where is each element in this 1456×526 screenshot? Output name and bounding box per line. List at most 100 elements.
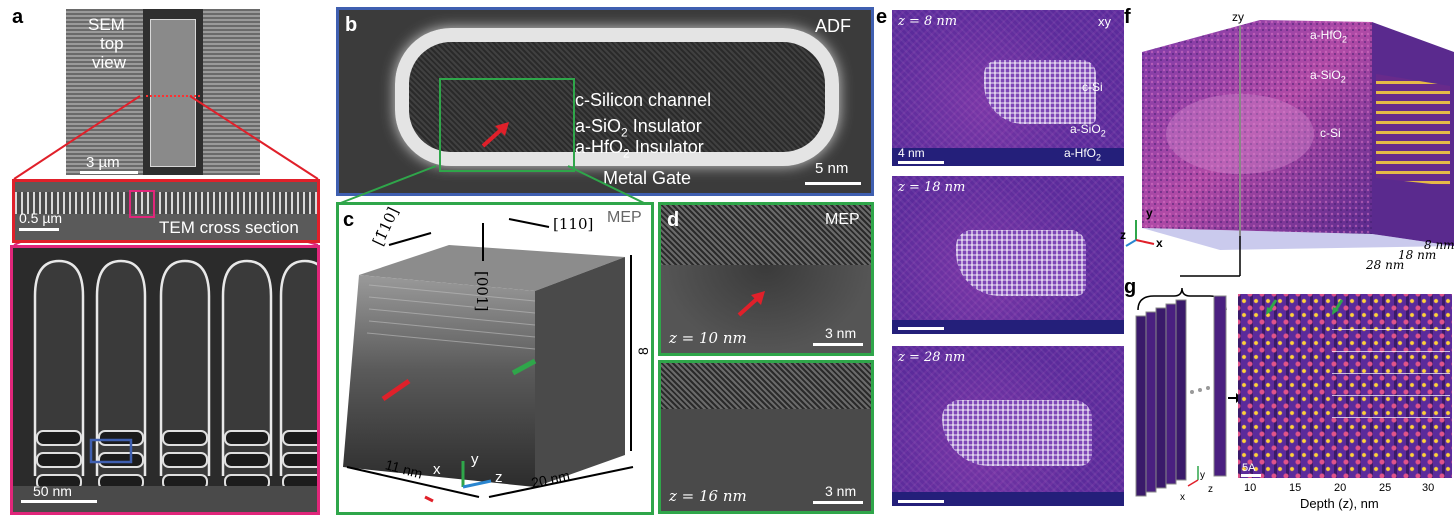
green-arrow-icon [1332,299,1344,315]
d-bottom-scale-label: 3 nm [825,483,857,499]
z16-label: z = 16 nm [669,487,747,505]
tem-scale-bar [19,228,59,231]
adf-scale-bar [805,182,861,185]
sem-scale-label: 3 µm [86,154,120,171]
g-scale-bar [1241,474,1261,477]
sio2-label-e-text: a-SiO [1070,122,1101,136]
g-tick-10: 10 [1244,482,1257,494]
g-tick-25: 25 [1379,482,1392,494]
tem-zoom-image: 50 nm [10,245,320,515]
dim-y-label: 8 nm [635,335,654,355]
sem-title-line1: SEM [88,15,125,34]
hfo2-label-sub: 2 [623,146,630,161]
g-tick-30: 30 [1422,482,1435,494]
g-scale-label: 5A [1242,462,1256,474]
sio2-label-text: a-SiO [575,116,622,136]
axis-x-label-c: x [433,461,441,478]
d-top-scale-label: 3 nm [825,325,857,341]
hfo2-label-f-text: a-HfO [1310,28,1343,42]
panel-label-g: g [1124,276,1137,298]
sio2-label-f-text: a-SiO [1310,68,1341,82]
mep-slice-z10: d MEP z = 10 nm 3 nm [658,202,874,356]
amorphous-region [661,265,871,353]
z8-label: z = 8 nm [898,14,958,29]
hfo2-label-e-text: a-HfO [1064,146,1097,160]
sio2-label-f: a-SiO2 [1310,68,1346,84]
volume-render [1125,20,1454,277]
hfo2-label-suffix: Insulator [629,137,704,157]
mep-3d-image: c MEP [1̄10] [110] [001] 8 nm 11 nm 20 n… [336,202,654,515]
axis-z-label-g: z [1208,484,1213,495]
e-scale-label: 4 nm [898,146,925,160]
tem-scale-label: 0.5 µm [19,210,63,226]
e-scale-bar [898,161,944,164]
axis-z-label-c: z [495,469,503,486]
c-si-lattice [956,230,1086,296]
panel-label-c: c [343,209,355,231]
mep-slice-z16: z = 16 nm 3 nm [658,360,874,514]
e-scale-bar [898,500,944,503]
axis-y-label-f: y [1146,206,1153,220]
hfo2-band [892,320,1124,334]
hfo2-label-text: a-HfO [575,137,624,157]
amorphous-region [661,409,871,511]
tem-cross-section-image: 0.5 µm TEM cross section [12,179,320,243]
g-tick-20: 20 [1334,482,1347,494]
z28-label: z = 28 nm [898,350,966,365]
green-arrow-icon [1266,299,1278,315]
sem-scale-bar [80,171,138,174]
adf-image: b ADF c-Silicon channel a-SiO2 Insulator… [336,7,874,196]
panel-label-f: f [1124,6,1131,28]
slice-z28: z = 28 nm [892,346,1124,506]
hfo2-label-e: a-HfO2 [1064,146,1101,162]
panel-label-e: e [876,6,888,28]
slice-z8: z = 8 nm xy c-Si a-SiO2 a-HfO2 4 nm [892,10,1124,166]
hfo2-band [892,492,1124,506]
depth-18nm-label: 18 nm [1398,248,1437,262]
axis-y-label-g: y [1200,470,1205,481]
hfo2-label-f-sub: 2 [1342,34,1348,45]
tem-fin-stacks [13,259,317,512]
axis-x-label-f: x [1156,236,1163,250]
e-scale-bar [898,327,944,330]
hfo2-label-e-sub: 2 [1096,152,1102,163]
axis-y-label-c: y [471,451,479,468]
red-arrow-icon [737,291,765,317]
zoom-scale-bar [21,500,97,503]
sem-title-line3: view [92,53,127,72]
zy-plane-label: zy [1232,10,1244,24]
depth-slices-image: 5A [1238,294,1452,478]
direction-110-label: [110] [553,215,594,233]
sio2-label-e-sub: 2 [1100,128,1106,139]
tem-zoom-box [129,190,155,218]
sem-selection-marker [146,95,200,97]
mep-mode-label-c: MEP [607,209,642,226]
depth-8nm-label: 8 nm [1424,238,1455,252]
panel-label-d: d [667,209,680,231]
crop-to-c-connector [337,165,647,205]
d-top-scale-bar [813,343,863,346]
z18-label: z = 18 nm [898,180,966,195]
c-si-lattice [942,400,1092,466]
red-arrow-icon [481,122,509,148]
hfo2-label-f: a-HfO2 [1310,28,1347,44]
sio2-label-e: a-SiO2 [1070,122,1106,138]
panel-label-b: b [345,14,358,36]
g-xlabel: Depth (z), nm [1300,496,1379,511]
direction-001-label: [001] [473,271,491,312]
zoom-scale-label: 50 nm [33,483,72,499]
slice-stack [1135,287,1227,497]
slice-z18: z = 18 nm [892,176,1124,334]
c-si-label-f: c-Si [1320,126,1341,140]
crop-box-c [439,78,575,172]
sem-title-line2: top [100,34,124,53]
axis-x-label-g: x [1180,492,1185,503]
sio2-label-suffix: Insulator [627,116,702,136]
sio2-label-sub: 2 [621,125,628,140]
gate-label: Metal Gate [603,168,692,188]
g-tick-15: 15 [1289,482,1302,494]
depth-28nm-label: 28 nm [1366,258,1405,272]
z10-label: z = 10 nm [669,329,747,347]
axis-z-label-f: z [1120,228,1126,242]
c-si-label-e: c-Si [1082,80,1103,94]
